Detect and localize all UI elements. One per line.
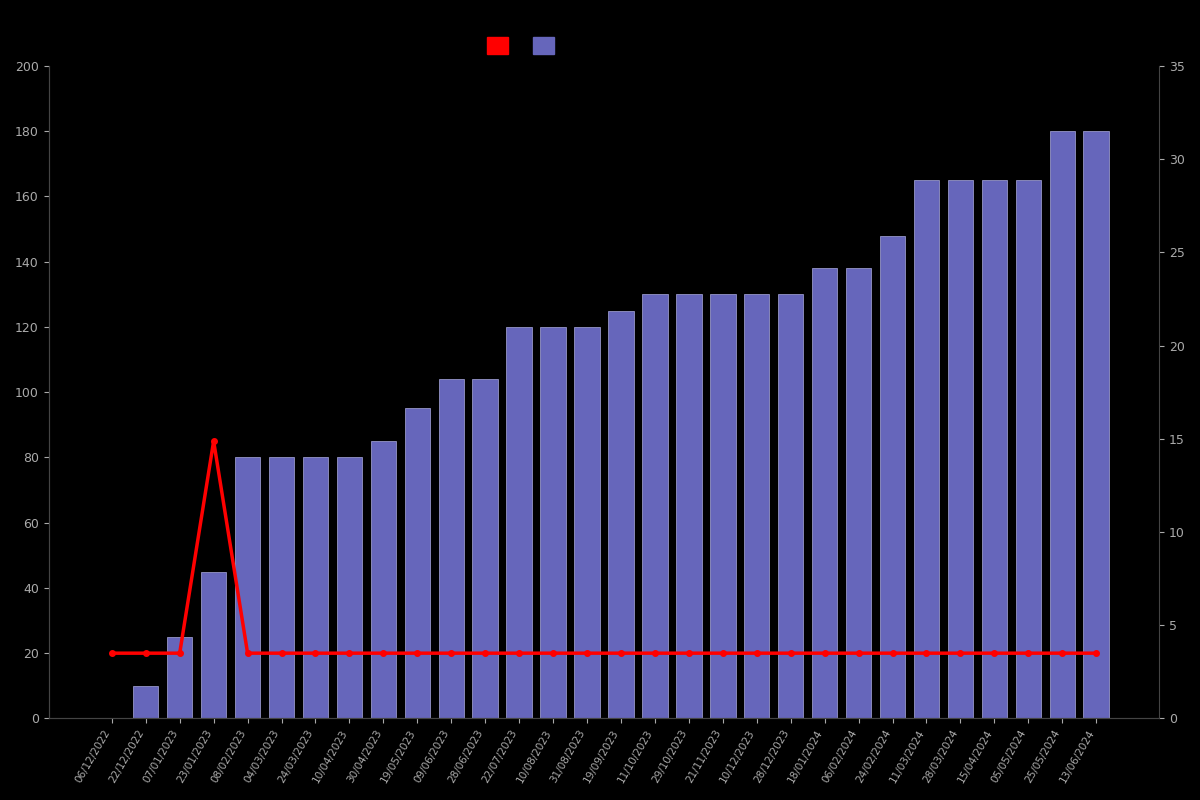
Bar (540, 327, 566, 718)
Bar (371, 441, 396, 718)
Bar (1050, 131, 1075, 718)
Bar (608, 310, 634, 718)
Bar (269, 458, 294, 718)
Bar (676, 294, 702, 718)
Bar (913, 180, 940, 718)
Bar (133, 686, 158, 718)
Bar (880, 235, 905, 718)
Bar (1084, 131, 1109, 718)
Bar (642, 294, 667, 718)
Bar (846, 268, 871, 718)
Bar (438, 379, 464, 718)
Bar (473, 379, 498, 718)
Bar (778, 294, 804, 718)
Bar (812, 268, 838, 718)
Bar (744, 294, 769, 718)
Bar (506, 327, 532, 718)
Bar (235, 458, 260, 718)
Bar (1015, 180, 1042, 718)
Bar (302, 458, 329, 718)
Bar (948, 180, 973, 718)
Bar (710, 294, 736, 718)
Bar (167, 637, 192, 718)
Bar (404, 409, 430, 718)
Bar (200, 572, 227, 718)
Bar (337, 458, 362, 718)
Legend: , : , (487, 37, 565, 54)
Bar (575, 327, 600, 718)
Bar (982, 180, 1007, 718)
